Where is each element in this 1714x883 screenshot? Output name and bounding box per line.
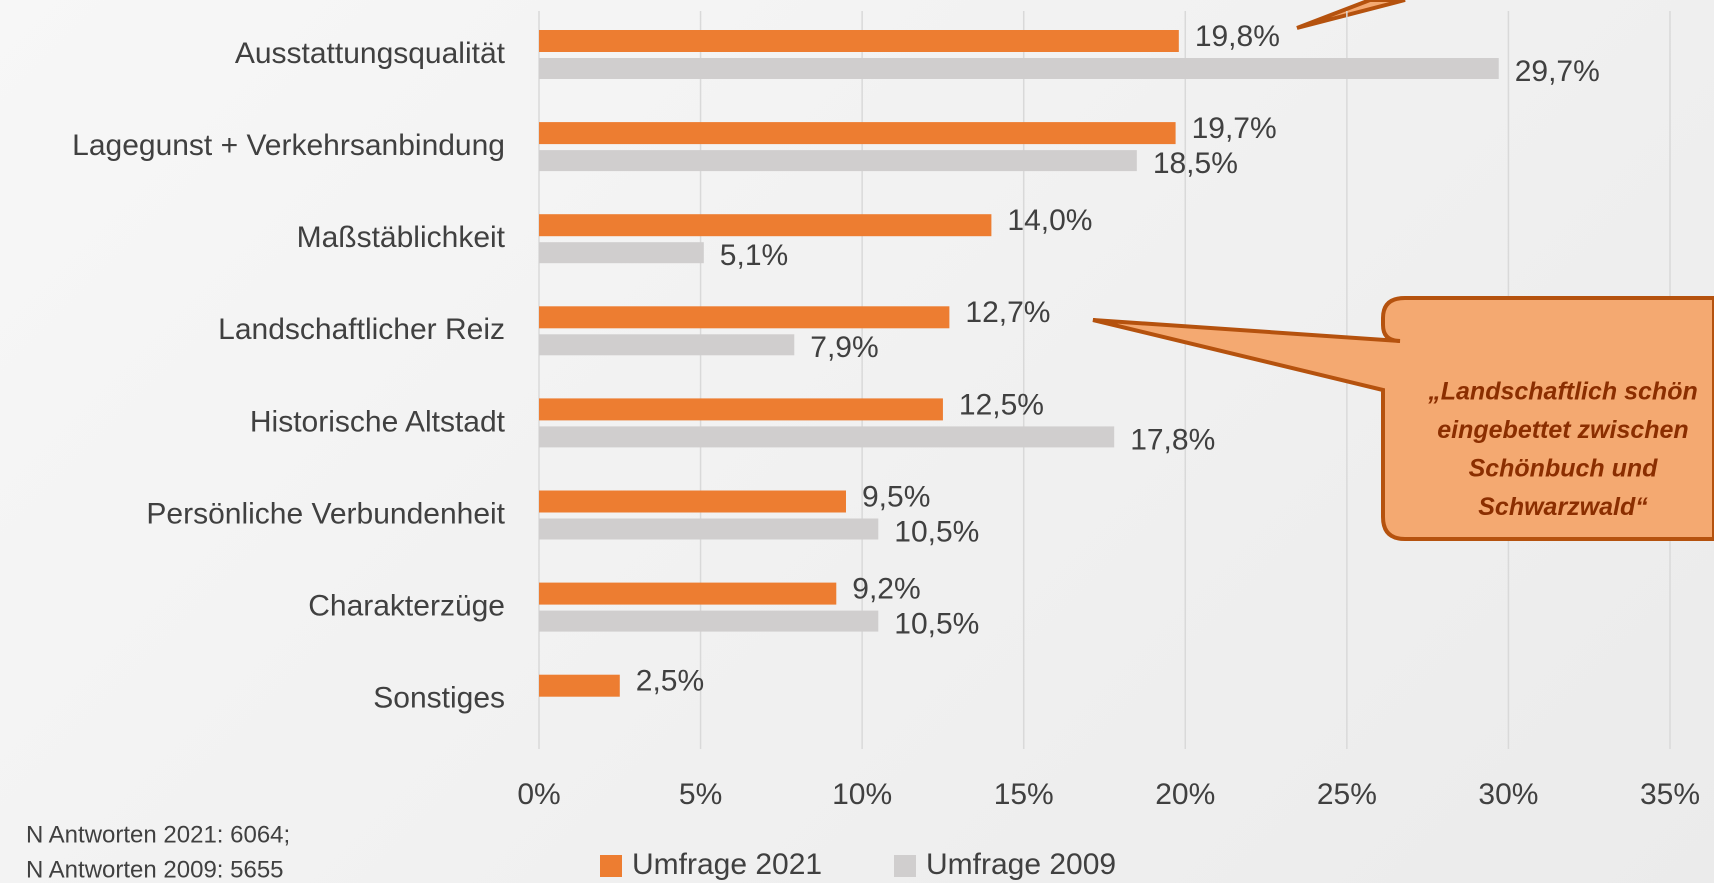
bar xyxy=(539,334,795,356)
data-label: 9,2% xyxy=(852,573,920,606)
x-tick-label: 10% xyxy=(832,778,892,811)
x-tick-label: 25% xyxy=(1317,778,1377,811)
legend-swatch xyxy=(894,855,916,877)
annotation-text: eingebettet zwischen xyxy=(1437,416,1688,444)
footnote: N Antworten 2021: 6064; xyxy=(26,821,290,848)
legend-label: Umfrage 2021 xyxy=(632,848,822,881)
y-tick-label: Ausstattungsqualität xyxy=(235,37,506,70)
y-tick-label: Historische Altstadt xyxy=(250,405,506,438)
x-tick-label: 30% xyxy=(1478,778,1538,811)
bar xyxy=(539,30,1179,52)
bar xyxy=(539,242,704,264)
y-tick-label: Lagegunst + Verkehrsanbindung xyxy=(72,129,505,162)
data-label: 17,8% xyxy=(1130,423,1215,456)
y-tick-label: Landschaftlicher Reiz xyxy=(218,313,505,346)
annotation-text: Schönbuch und xyxy=(1469,455,1659,483)
top-callout-pointer xyxy=(1296,0,1406,30)
y-tick-label: Persönliche Verbundenheit xyxy=(146,497,505,530)
bar xyxy=(539,214,992,237)
bar xyxy=(539,426,1115,448)
footnote: N Antworten 2009: 5655 xyxy=(26,856,284,883)
bar xyxy=(539,58,1499,79)
data-label: 19,8% xyxy=(1195,20,1280,53)
annotation-text: „Landschaftlich schön xyxy=(1427,378,1697,406)
x-tick-label: 5% xyxy=(679,778,722,811)
legend-swatch xyxy=(600,855,622,877)
bar xyxy=(539,490,846,513)
y-tick-label: Maßstäblichkeit xyxy=(297,221,506,254)
x-tick-label: 0% xyxy=(517,778,560,811)
callout xyxy=(1092,296,1714,541)
bar xyxy=(539,122,1176,145)
legend-label: Umfrage 2009 xyxy=(926,848,1116,881)
data-label: 12,5% xyxy=(959,388,1044,421)
bar xyxy=(539,674,620,697)
bar xyxy=(539,398,943,421)
y-tick-label: Sonstiges xyxy=(373,682,505,715)
data-label: 18,5% xyxy=(1153,147,1238,180)
data-label: 29,7% xyxy=(1515,55,1600,88)
data-label: 7,9% xyxy=(810,331,878,364)
data-label: 19,7% xyxy=(1192,112,1277,145)
bar xyxy=(539,306,950,329)
data-label: 10,5% xyxy=(894,608,979,641)
bar xyxy=(539,582,837,605)
data-label: 10,5% xyxy=(894,515,979,548)
bar xyxy=(539,610,879,632)
x-tick-label: 15% xyxy=(994,778,1054,811)
bar xyxy=(539,150,1137,172)
data-label: 2,5% xyxy=(636,665,704,698)
data-label: 5,1% xyxy=(720,239,788,272)
data-label: 9,5% xyxy=(862,480,930,513)
x-tick-label: 20% xyxy=(1155,778,1215,811)
data-label: 14,0% xyxy=(1007,204,1092,237)
x-tick-label: 35% xyxy=(1640,778,1700,811)
data-label: 12,7% xyxy=(965,296,1050,329)
annotation-text: Schwarzwald“ xyxy=(1478,493,1648,521)
y-tick-label: Charakterzüge xyxy=(308,590,505,623)
bar xyxy=(539,518,879,540)
